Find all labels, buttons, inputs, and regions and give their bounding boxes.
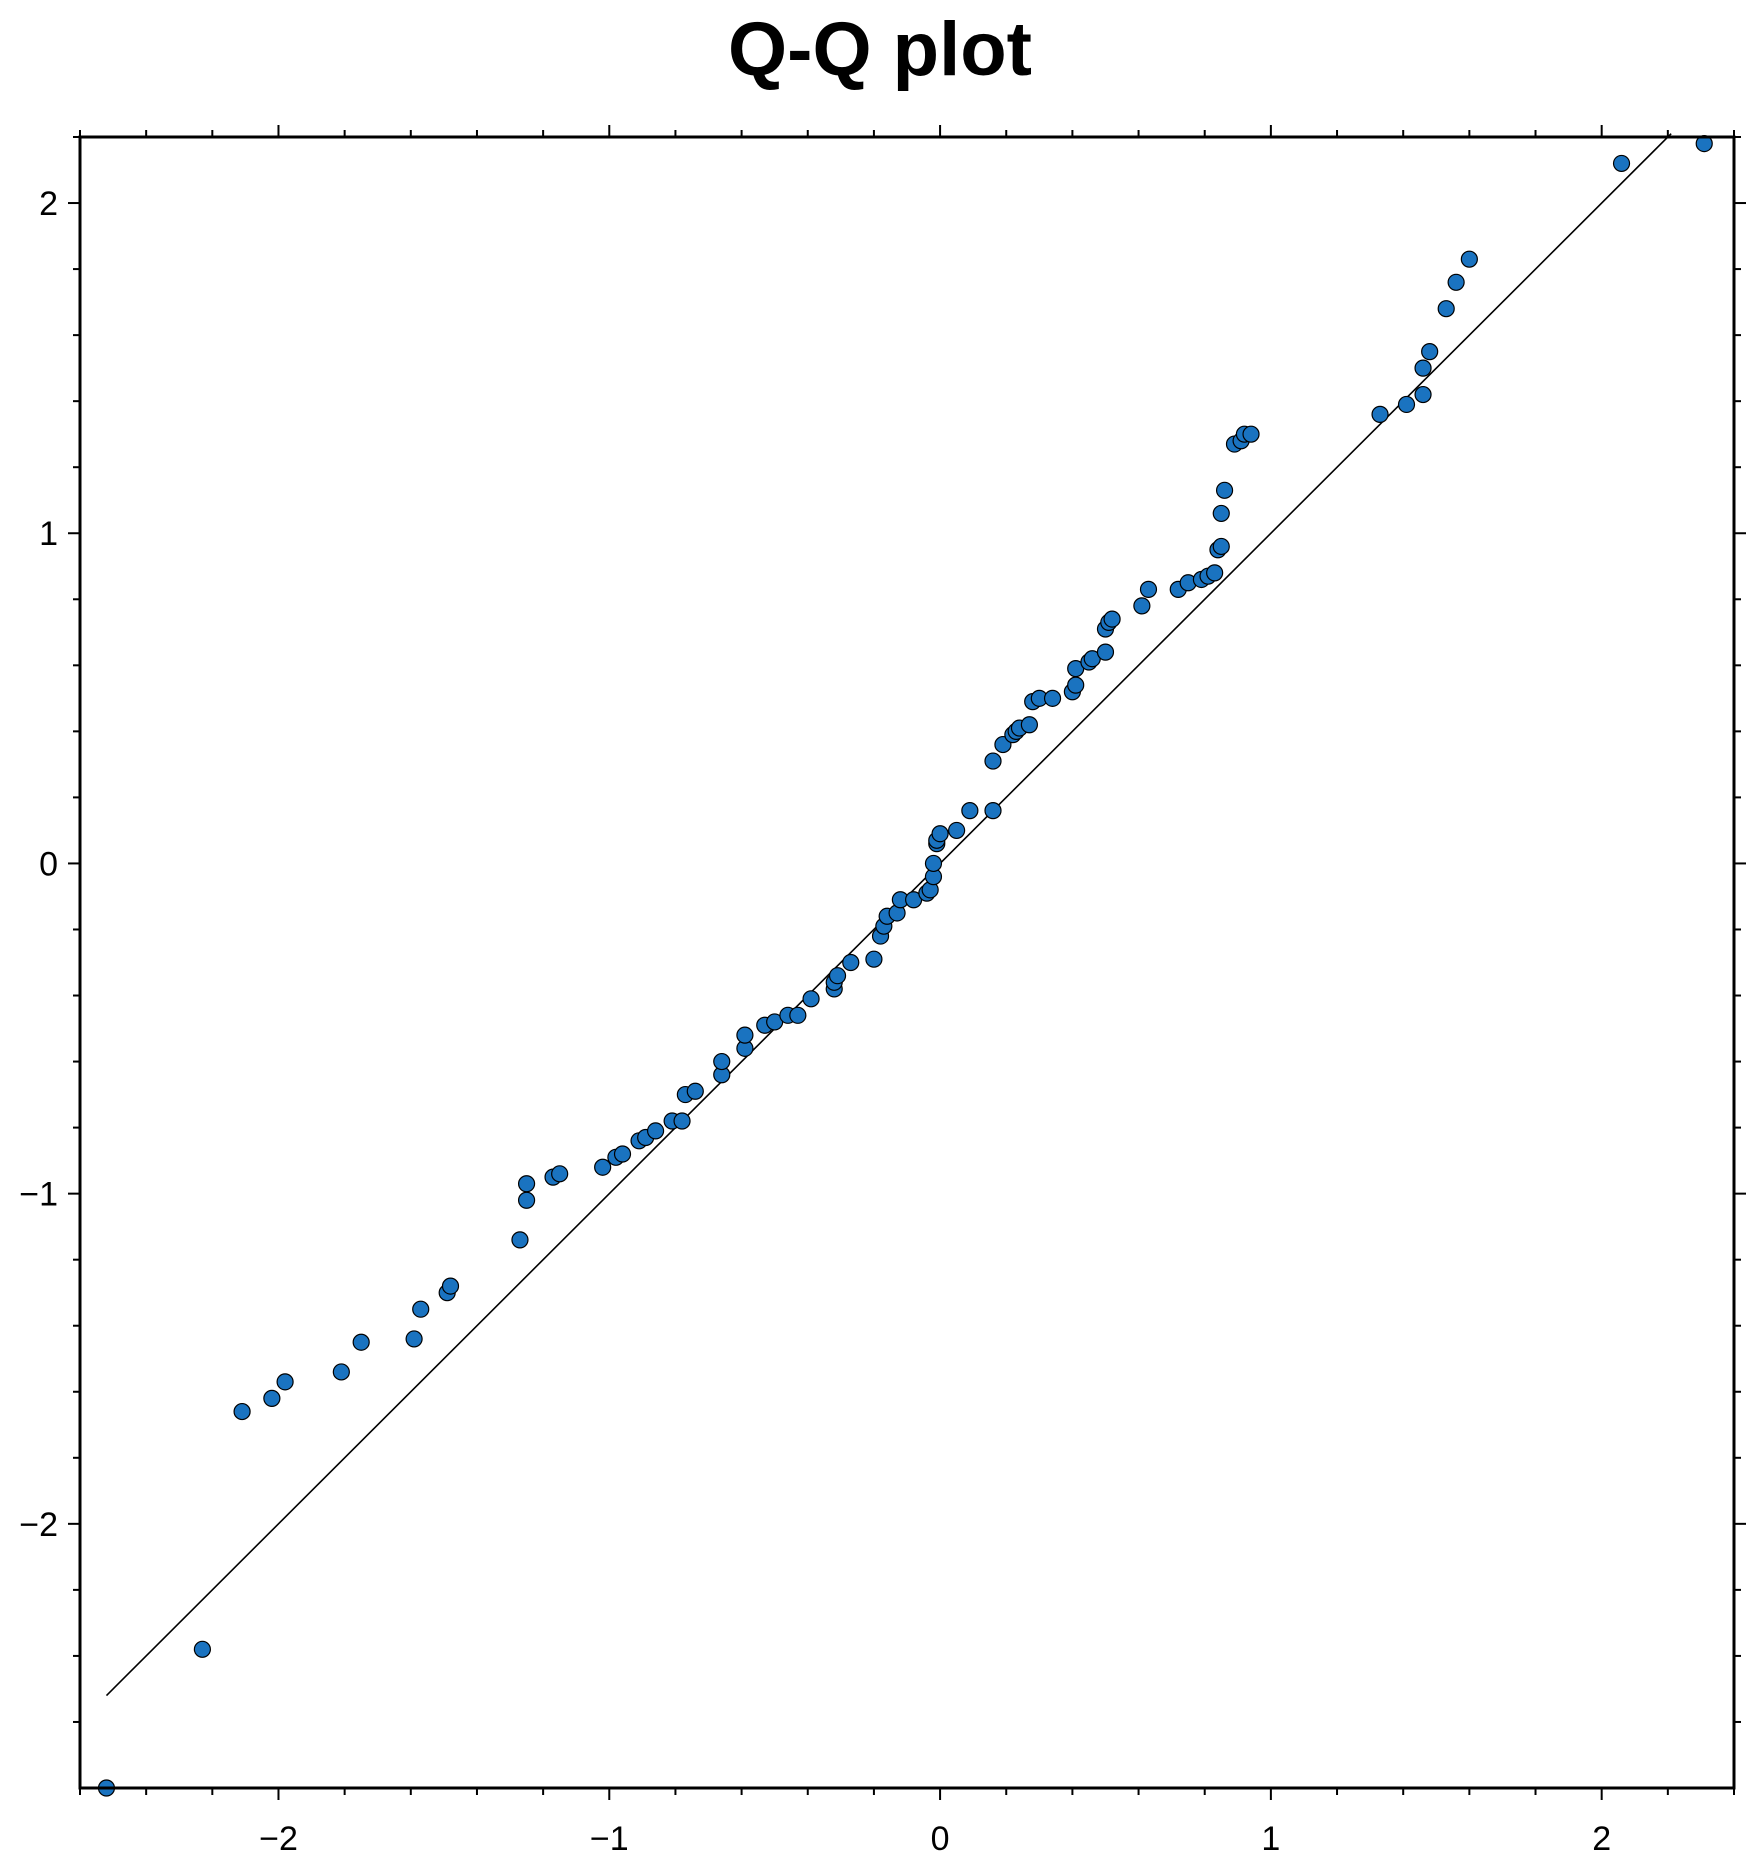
data-point xyxy=(865,950,883,968)
data-point xyxy=(511,1231,529,1249)
data-point xyxy=(1020,716,1038,734)
data-point xyxy=(263,1389,281,1407)
data-point xyxy=(193,1640,211,1658)
y-tick-label: 1 xyxy=(39,515,58,553)
data-point xyxy=(405,1330,423,1348)
data-point xyxy=(517,1175,536,1193)
data-point xyxy=(1460,250,1478,268)
data-point xyxy=(613,1145,632,1163)
data-point xyxy=(1437,300,1455,318)
data-point xyxy=(948,821,966,840)
data-point xyxy=(924,854,943,873)
data-point xyxy=(828,967,847,985)
data-point xyxy=(233,1402,251,1421)
data-point xyxy=(1206,564,1224,582)
data-point xyxy=(673,1112,691,1130)
data-point xyxy=(276,1373,294,1391)
data-points xyxy=(97,135,1713,1797)
data-point xyxy=(842,953,860,972)
data-point xyxy=(551,1165,569,1183)
plot-frame xyxy=(78,135,1736,1790)
data-point xyxy=(1067,676,1085,694)
data-point xyxy=(646,1122,665,1140)
data-point xyxy=(441,1277,460,1295)
data-point xyxy=(1212,504,1230,523)
x-tick-label: 2 xyxy=(1592,1820,1611,1857)
data-point xyxy=(1103,610,1121,628)
data-point xyxy=(1139,580,1158,598)
data-point xyxy=(352,1333,370,1351)
data-point xyxy=(1447,273,1465,291)
x-tick-label: 0 xyxy=(931,1820,950,1857)
x-tick-label: 1 xyxy=(1261,1820,1280,1857)
y-tick-label: −1 xyxy=(19,1176,58,1214)
y-tick-label: −2 xyxy=(19,1506,58,1544)
data-point xyxy=(961,802,979,820)
data-point xyxy=(984,752,1002,770)
y-tick-label: 2 xyxy=(39,185,58,223)
data-point xyxy=(1414,385,1432,404)
y-tick-label: 0 xyxy=(39,845,58,883)
data-point xyxy=(686,1082,704,1100)
data-point xyxy=(736,1026,754,1044)
data-point xyxy=(412,1300,430,1318)
chart-title: Q-Q plot xyxy=(728,7,1032,92)
data-point xyxy=(594,1158,612,1176)
data-point xyxy=(1096,643,1115,661)
x-tick-label: −2 xyxy=(259,1820,298,1857)
data-point xyxy=(1215,481,1234,499)
data-point xyxy=(1371,405,1389,423)
data-point xyxy=(984,802,1002,820)
data-point xyxy=(1212,537,1230,556)
data-point xyxy=(1133,597,1151,615)
axis-ticks xyxy=(68,125,1746,1800)
data-point xyxy=(789,1006,807,1024)
data-point xyxy=(931,825,949,843)
data-point xyxy=(517,1191,536,1209)
data-point xyxy=(802,990,820,1008)
data-point xyxy=(1612,154,1631,173)
data-point xyxy=(1043,689,1062,707)
data-point xyxy=(1397,395,1416,414)
data-point xyxy=(1421,343,1439,361)
tick-labels: −2 −1 0 1 2 −2 −1 0 1 2 xyxy=(19,185,1611,1857)
data-point xyxy=(713,1052,731,1071)
x-tick-label: −1 xyxy=(590,1820,629,1857)
data-point xyxy=(332,1363,350,1381)
data-point xyxy=(1414,359,1432,377)
data-point xyxy=(1242,425,1260,443)
